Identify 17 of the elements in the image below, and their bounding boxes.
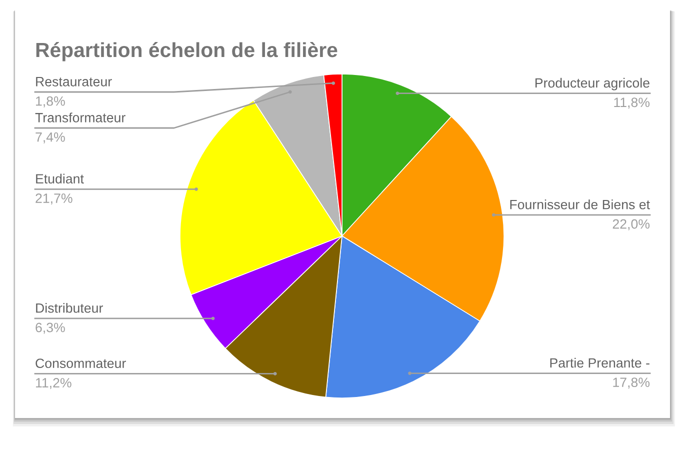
slice-label: Distributeur: [36, 303, 103, 313]
chart-title: Répartition échelon de la filière: [36, 42, 338, 62]
slice-label: Restaurateur: [36, 77, 112, 86]
slice-label: Transformateur: [35, 112, 126, 122]
data-label: 6,3%: [36, 322, 65, 334]
data-label: 17,8%: [613, 378, 650, 389]
data-label: 1,8%: [36, 96, 65, 108]
slice-label: Etudiant: [36, 174, 84, 184]
data-label: 22,0%: [612, 219, 650, 230]
data-label: 11,8%: [614, 98, 650, 109]
data-label: 7,4%: [36, 132, 65, 144]
slice-label: Partie Prenante -: [550, 358, 650, 368]
data-label: 11,2%: [36, 378, 72, 390]
slice-label: Producteur agricole: [535, 78, 650, 90]
slice-label: Fournisseur de Biens et: [510, 199, 650, 210]
data-label: 21,7%: [36, 194, 72, 205]
slice-label: Consommateur: [36, 358, 126, 368]
